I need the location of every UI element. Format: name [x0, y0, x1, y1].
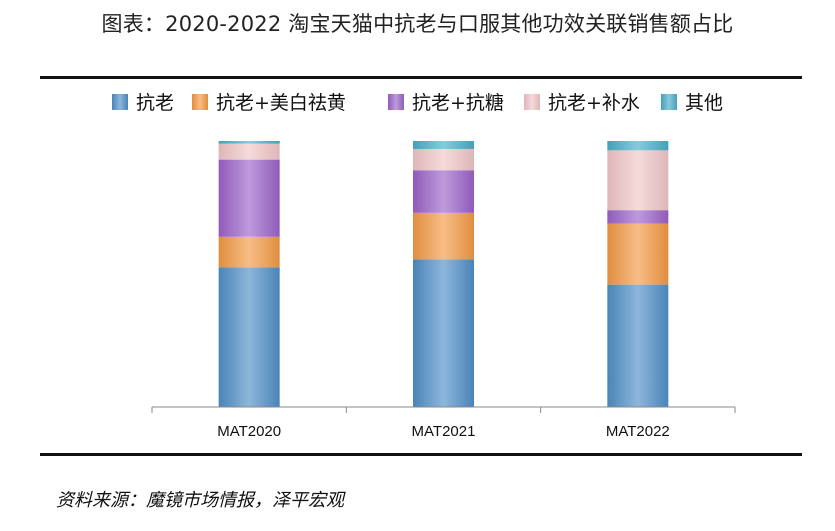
legend-swatch	[192, 94, 208, 110]
bar-segment	[218, 141, 280, 144]
chart-title: 图表：2020-2022 淘宝天猫中抗老与口服其他功效关联销售额占比	[101, 12, 734, 36]
legend-label: 抗老+抗糖	[412, 92, 504, 114]
legend-label: 其他	[685, 92, 723, 114]
legend-label: 抗老+补水	[548, 92, 640, 114]
bar-segment	[413, 259, 474, 407]
legend-swatch	[524, 94, 540, 110]
bar-segment	[607, 284, 669, 407]
x-tick-label: MAT2022	[606, 423, 670, 440]
bar-segment	[607, 210, 669, 224]
bottom-rule	[40, 453, 802, 456]
x-tick-label: MAT2020	[217, 423, 281, 440]
legend-swatch	[388, 94, 404, 110]
x-axis: MAT2020 MAT2021 MAT2022	[151, 406, 736, 440]
bar-segment	[218, 159, 280, 237]
bars	[218, 141, 669, 407]
bar-segment	[607, 223, 669, 285]
legend-label: 抗老+美白祛黄	[216, 92, 346, 114]
bar-segment	[607, 150, 669, 211]
source-note: 资料来源：魔镜市场情报，泽平宏观	[56, 490, 344, 511]
legend-label: 抗老	[136, 92, 174, 114]
bar-segment	[413, 148, 474, 171]
legend: 抗老 抗老+美白祛黄 抗老+抗糖 抗老+补水 其他	[112, 92, 723, 114]
bar-segment	[413, 141, 474, 149]
legend-swatch	[112, 94, 128, 110]
bar-segment	[413, 170, 474, 213]
bar-segment	[218, 236, 280, 268]
bar-segment	[218, 143, 280, 160]
x-tick-label: MAT2021	[412, 423, 476, 440]
top-rule	[40, 76, 802, 79]
bar-segment	[218, 267, 280, 407]
bar-segment	[607, 141, 669, 151]
legend-swatch	[661, 94, 677, 110]
bar-segment	[413, 212, 474, 260]
